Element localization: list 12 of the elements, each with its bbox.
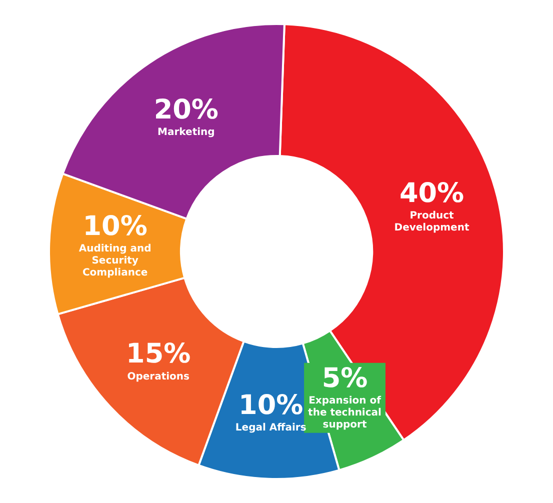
data-label: 15%: [126, 338, 191, 370]
data-label: 20%: [154, 94, 218, 126]
data-label: 10%: [238, 390, 304, 421]
data-label: 10%: [82, 210, 148, 242]
slice-label: Auditing and Security Compliance: [78, 243, 152, 278]
slice-label: Product Development: [394, 210, 470, 234]
slice-label: Marketing: [158, 127, 215, 138]
slice-label: Expansion of the technical support: [308, 395, 382, 430]
slice-label: Operations: [127, 371, 190, 382]
data-label: 40%: [399, 178, 464, 209]
data-label: 5%: [322, 362, 368, 394]
slice-label: Legal Affairs: [235, 422, 306, 434]
